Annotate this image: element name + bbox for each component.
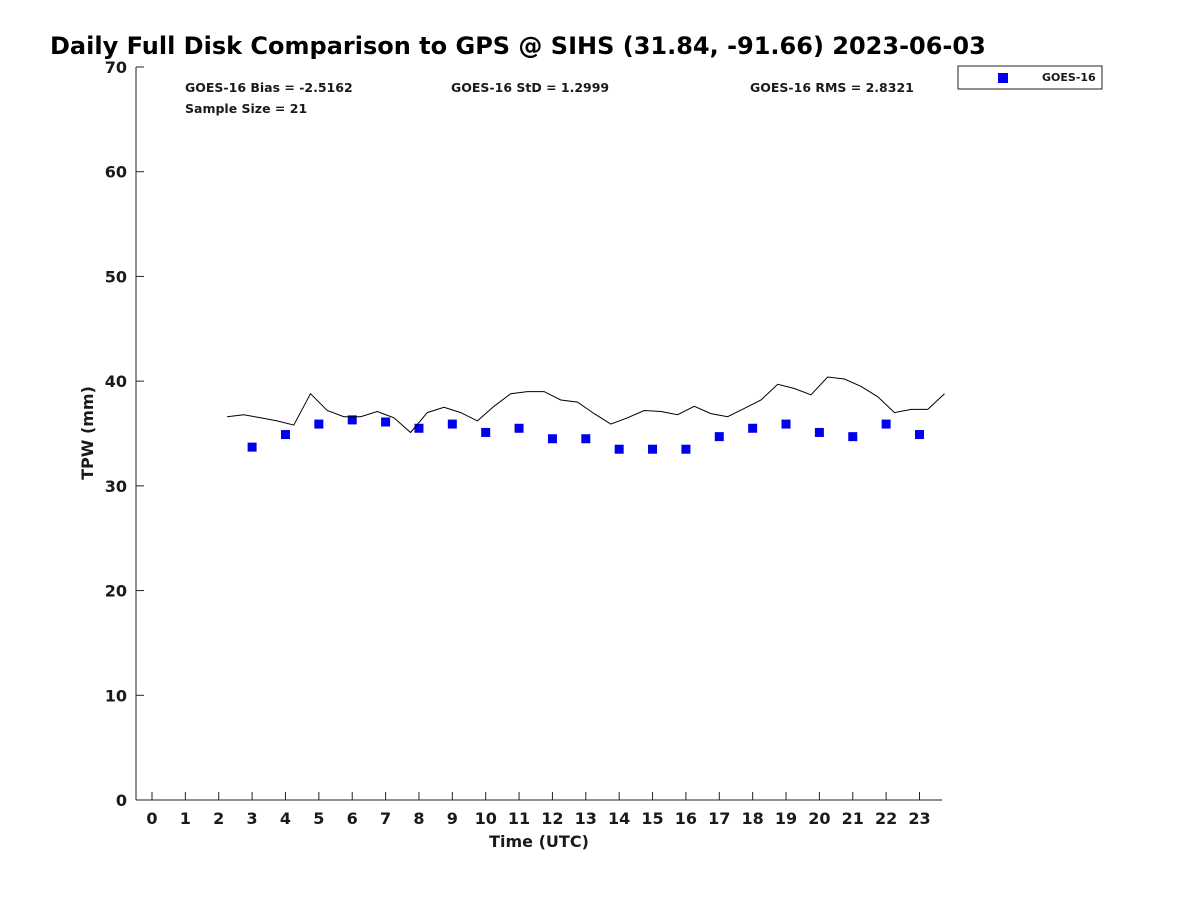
- legend: GOES-16: [957, 65, 1103, 90]
- y-axis-label: TPW (mm): [78, 386, 97, 480]
- sample-size-stat: Sample Size = 21: [185, 101, 307, 116]
- goes16-point: [915, 430, 924, 440]
- x-tick-label: 17: [708, 809, 730, 828]
- x-tick-label: 12: [541, 809, 563, 828]
- gps-tpw-line: [227, 376, 945, 434]
- x-tick-label: 7: [380, 809, 391, 828]
- goes16-point: [347, 415, 357, 425]
- goes16-point: [648, 444, 658, 454]
- x-tick-label: 8: [413, 809, 424, 828]
- bias-stat: GOES-16 Bias = -2.5162: [185, 80, 353, 95]
- x-tick-label: 4: [280, 809, 291, 828]
- x-tick-label: 3: [247, 809, 258, 828]
- goes16-point: [614, 444, 624, 454]
- goes16-point: [381, 417, 391, 427]
- x-tick-label: 22: [875, 809, 897, 828]
- x-tick-label: 15: [641, 809, 663, 828]
- goes16-point: [781, 419, 791, 429]
- series-layer: [227, 376, 945, 454]
- goes16-point: [514, 423, 524, 433]
- legend-box: [957, 65, 1103, 90]
- x-tick-label: 5: [313, 809, 324, 828]
- goes16-point: [581, 434, 591, 444]
- goes16-point: [714, 432, 724, 442]
- y-tick-label: 60: [105, 163, 127, 182]
- y-tick-label: 10: [105, 686, 127, 705]
- x-tick-label: 16: [675, 809, 697, 828]
- x-axis-label: Time (UTC): [489, 832, 589, 851]
- goes16-point: [247, 442, 257, 452]
- x-tick-label: 14: [608, 809, 630, 828]
- y-tick-label: 20: [105, 582, 127, 601]
- x-tick-label: 13: [575, 809, 597, 828]
- y-tick-label: 40: [105, 372, 127, 391]
- x-tick-label: 23: [908, 809, 930, 828]
- y-tick-label: 30: [105, 477, 127, 496]
- x-tick-label: 18: [742, 809, 764, 828]
- legend-label-goes16: GOES-16: [1042, 71, 1096, 84]
- x-tick-label: 20: [808, 809, 830, 828]
- goes16-point: [280, 430, 290, 440]
- goes16-point: [314, 419, 324, 429]
- y-tick-label: 0: [116, 791, 127, 810]
- x-tick-label: 9: [447, 809, 458, 828]
- goes16-point: [681, 444, 691, 454]
- x-tick-label: 2: [213, 809, 224, 828]
- x-tick-label: 1: [180, 809, 191, 828]
- x-tick-label: 10: [475, 809, 497, 828]
- goes16-point: [447, 419, 457, 429]
- x-tick-label: 19: [775, 809, 797, 828]
- chart-title: Daily Full Disk Comparison to GPS @ SIHS…: [50, 32, 986, 60]
- x-tick-label: 6: [347, 809, 358, 828]
- goes16-point: [814, 427, 824, 437]
- goes16-point: [848, 432, 858, 442]
- goes16-point: [414, 423, 424, 433]
- goes16-point: [481, 427, 491, 437]
- x-tick-label: 11: [508, 809, 530, 828]
- axis-ticks: 0 1 2 3 4 5 6 7 8 9 10 11 12 13 14 15 16 17 18 19 20 21 22 2301…: [105, 58, 931, 828]
- x-tick-label: 21: [842, 809, 864, 828]
- std-stat: GOES-16 StD = 1.2999: [451, 80, 609, 95]
- goes16-point: [547, 434, 557, 444]
- goes16-point: [748, 423, 758, 433]
- y-tick-label: 50: [105, 267, 127, 286]
- x-tick-label: 0: [146, 809, 157, 828]
- goes16-point: [881, 419, 891, 429]
- legend-marker-goes16: [998, 73, 1008, 83]
- rms-stat: GOES-16 RMS = 2.8321: [750, 80, 914, 95]
- y-tick-label: 70: [105, 58, 127, 77]
